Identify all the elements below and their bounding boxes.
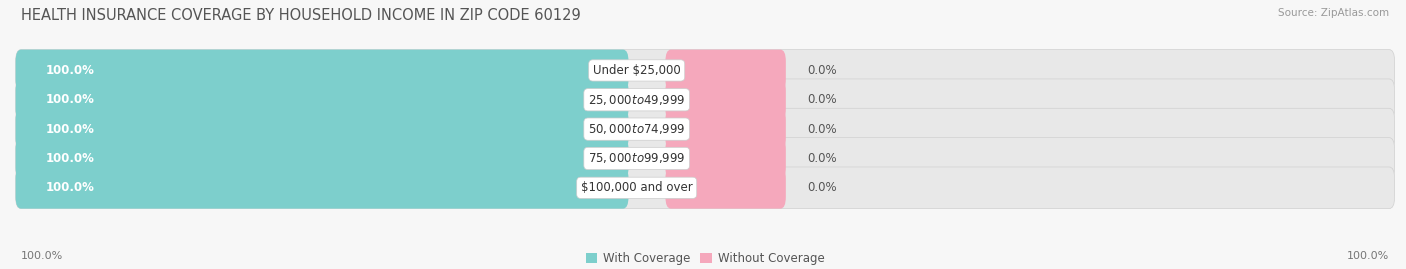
FancyBboxPatch shape <box>15 167 1395 209</box>
Text: 100.0%: 100.0% <box>46 123 94 136</box>
Text: 100.0%: 100.0% <box>46 93 94 106</box>
Text: $75,000 to $99,999: $75,000 to $99,999 <box>588 151 686 165</box>
Text: 0.0%: 0.0% <box>807 152 838 165</box>
FancyBboxPatch shape <box>15 49 628 91</box>
FancyBboxPatch shape <box>665 79 786 121</box>
Text: 0.0%: 0.0% <box>807 123 838 136</box>
Text: Source: ZipAtlas.com: Source: ZipAtlas.com <box>1278 8 1389 18</box>
Text: 0.0%: 0.0% <box>807 181 838 194</box>
FancyBboxPatch shape <box>15 79 1395 121</box>
FancyBboxPatch shape <box>15 138 1395 179</box>
Text: 100.0%: 100.0% <box>46 152 94 165</box>
Text: 0.0%: 0.0% <box>807 93 838 106</box>
FancyBboxPatch shape <box>15 79 628 121</box>
Text: $100,000 and over: $100,000 and over <box>581 181 693 194</box>
Text: $50,000 to $74,999: $50,000 to $74,999 <box>588 122 686 136</box>
Text: 0.0%: 0.0% <box>807 64 838 77</box>
FancyBboxPatch shape <box>665 49 786 91</box>
FancyBboxPatch shape <box>15 108 1395 150</box>
FancyBboxPatch shape <box>15 167 628 209</box>
FancyBboxPatch shape <box>665 138 786 179</box>
Text: 100.0%: 100.0% <box>21 251 63 261</box>
Text: 100.0%: 100.0% <box>1347 251 1389 261</box>
Text: $25,000 to $49,999: $25,000 to $49,999 <box>588 93 686 107</box>
FancyBboxPatch shape <box>15 108 628 150</box>
Text: 100.0%: 100.0% <box>46 64 94 77</box>
FancyBboxPatch shape <box>665 108 786 150</box>
Text: Under $25,000: Under $25,000 <box>593 64 681 77</box>
FancyBboxPatch shape <box>665 167 786 209</box>
Legend: With Coverage, Without Coverage: With Coverage, Without Coverage <box>586 252 824 265</box>
Text: HEALTH INSURANCE COVERAGE BY HOUSEHOLD INCOME IN ZIP CODE 60129: HEALTH INSURANCE COVERAGE BY HOUSEHOLD I… <box>21 8 581 23</box>
FancyBboxPatch shape <box>15 138 628 179</box>
Text: 100.0%: 100.0% <box>46 181 94 194</box>
FancyBboxPatch shape <box>15 49 1395 91</box>
